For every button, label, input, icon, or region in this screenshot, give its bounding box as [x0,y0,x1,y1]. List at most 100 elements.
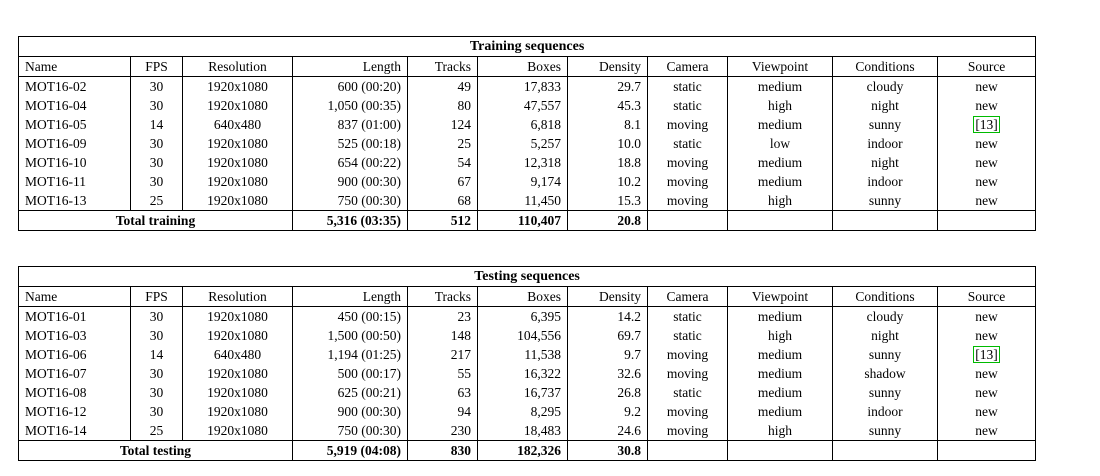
cell: 11,450 [477,191,568,211]
column-header-viewpoint: Viewpoint [727,286,833,307]
table-row: MOT16-10 30 1920x1080 654 (00:22) 54 12,318 18… [18,153,1037,172]
column-header-boxes: Boxes [477,286,568,307]
cell: cloudy [832,76,938,96]
cell: 14 [130,345,183,364]
column-header-conditions: Conditions [832,56,938,77]
cell: night [832,326,938,345]
cell: 104,556 [477,326,568,345]
cell: 6,818 [477,115,568,134]
table-row: MOT16-06 14 640x480 1,194 (01:25) 217 11,538 9… [18,345,1037,364]
cell: moving [647,115,728,134]
table-row: MOT16-08 30 1920x1080 625 (00:21) 63 16,737 26… [18,383,1037,402]
cell: 49 [407,76,478,96]
empty-cell [647,440,728,461]
cell: medium [727,172,833,191]
column-header-boxes: Boxes [477,56,568,77]
cell: 837 (01:00) [292,115,408,134]
cell: new [936,364,1037,383]
cell: MOT16-05 [18,115,131,134]
total-tracks: 830 [407,440,478,461]
column-header-tracks: Tracks [407,56,478,77]
cell: 148 [407,326,478,345]
cell: static [647,96,728,115]
total-row: Total training 5,316 (03:35) 512 110,407 20.… [18,210,1037,231]
cell: night [832,96,938,115]
training-sequences-table: Training sequences Name FPS Resolution Lengt… [17,36,1037,231]
cell: 30 [130,134,183,153]
table-row: MOT16-12 30 1920x1080 900 (00:30) 94 8,295 9.2… [18,402,1037,421]
cell: medium [727,306,833,326]
total-row: Total testing 5,919 (04:08) 830 182,326 30.8 [18,440,1037,461]
cell: 26.8 [567,383,648,402]
cell: 69.7 [567,326,648,345]
cell: MOT16-14 [18,421,131,441]
cell: new [936,402,1037,421]
source-cell: [13] [936,115,1037,134]
cell: static [647,383,728,402]
column-header-source: Source [936,56,1037,77]
cell: 217 [407,345,478,364]
cell: 54 [407,153,478,172]
cell: sunny [832,421,938,441]
cell: static [647,76,728,96]
cell: 25 [130,191,183,211]
column-header-fps: FPS [130,286,183,307]
table-row: MOT16-01 30 1920x1080 450 (00:15) 23 6,395 14.… [18,306,1037,326]
total-boxes: 182,326 [477,440,568,461]
cell: 10.2 [567,172,648,191]
cell: 8.1 [567,115,648,134]
cell: 17,833 [477,76,568,96]
empty-cell [727,440,833,461]
cell: MOT16-12 [18,402,131,421]
cell: 1920x1080 [182,364,293,383]
table-title: Training sequences [17,36,1037,57]
cell: 500 (00:17) [292,364,408,383]
cell: MOT16-10 [18,153,131,172]
cell: 1,500 (00:50) [292,326,408,345]
cell: 1,050 (00:35) [292,96,408,115]
table-row: MOT16-02 30 1920x1080 600 (00:20) 49 17,833 29… [18,76,1037,96]
cell: MOT16-02 [18,76,131,96]
citation-link[interactable]: [13] [973,346,1000,363]
cell: moving [647,421,728,441]
cell: new [936,96,1037,115]
cell: 1920x1080 [182,191,293,211]
cell: 29.7 [567,76,648,96]
cell: 94 [407,402,478,421]
cell: 30 [130,76,183,96]
cell: 25 [407,134,478,153]
cell: MOT16-08 [18,383,131,402]
citation-link[interactable]: [13] [973,116,1000,133]
cell: high [727,96,833,115]
cell: 1920x1080 [182,306,293,326]
cell: new [936,326,1037,345]
cell: 5,257 [477,134,568,153]
cell: sunny [832,115,938,134]
cell: 30 [130,402,183,421]
cell: 45.3 [567,96,648,115]
cell: indoor [832,172,938,191]
column-header-viewpoint: Viewpoint [727,56,833,77]
cell: 640x480 [182,115,293,134]
cell: MOT16-09 [18,134,131,153]
table-row: MOT16-07 30 1920x1080 500 (00:17) 55 16,322 32… [18,364,1037,383]
cell: 900 (00:30) [292,402,408,421]
table-row: MOT16-14 25 1920x1080 750 (00:30) 230 18,483 2… [18,421,1037,441]
cell: 32.6 [567,364,648,383]
cell: MOT16-01 [18,306,131,326]
cell: night [832,153,938,172]
cell: moving [647,172,728,191]
cell: medium [727,364,833,383]
cell: 750 (00:30) [292,421,408,441]
cell: high [727,191,833,211]
cell: medium [727,383,833,402]
cell: 450 (00:15) [292,306,408,326]
cell: 900 (00:30) [292,172,408,191]
cell: high [727,421,833,441]
cell: new [936,383,1037,402]
column-header-camera: Camera [647,286,728,307]
cell: sunny [832,191,938,211]
cell: 30 [130,153,183,172]
table-row: MOT16-13 25 1920x1080 750 (00:30) 68 11,450 15… [18,191,1037,211]
